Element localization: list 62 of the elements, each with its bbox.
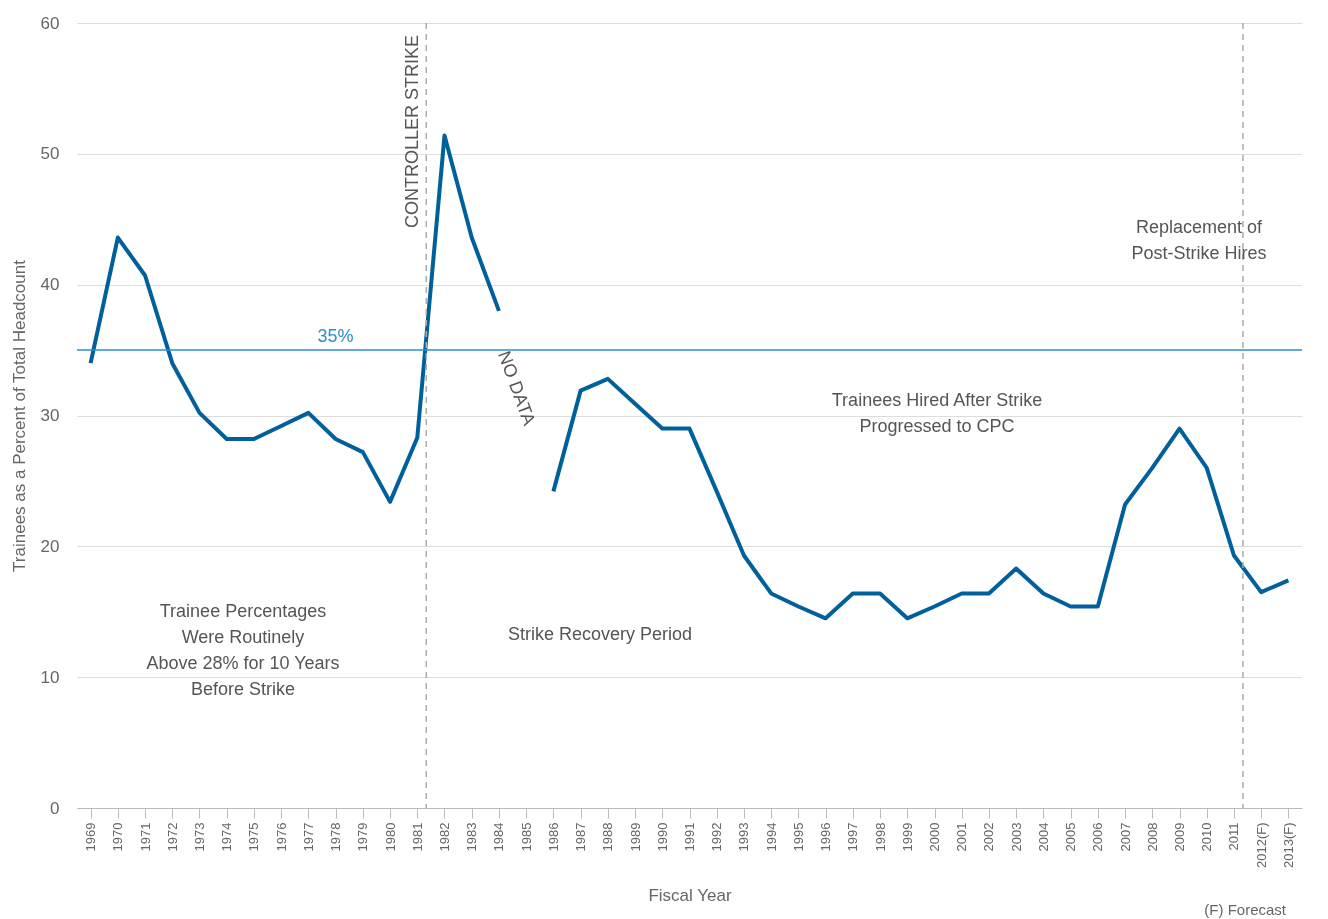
x-tick-label: 1996 — [818, 822, 834, 852]
x-tick-label: 1987 — [573, 822, 589, 852]
x-tick-label: 1990 — [654, 822, 670, 852]
x-tick-label: 1973 — [192, 822, 207, 852]
x-tick-label: 2012(F) — [1253, 822, 1269, 869]
x-tick-label: 2010 — [1199, 822, 1215, 852]
ref-line-label: 35% — [317, 326, 354, 347]
x-tick-label: 2001 — [954, 822, 970, 852]
y-tick-label: 60 — [40, 13, 60, 33]
x-tick-label: 1988 — [600, 822, 616, 852]
x-tick-label: 1969 — [83, 822, 99, 852]
x-tick-label: 1994 — [763, 822, 779, 852]
x-tick-label: 1983 — [464, 822, 480, 852]
y-tick-label: 40 — [40, 275, 60, 295]
x-tick-label: 1992 — [709, 822, 725, 852]
x-tick-label: 2005 — [1063, 822, 1079, 852]
x-tick-label: 1989 — [627, 822, 643, 852]
x-tick-label: 2011 — [1226, 822, 1242, 851]
x-tick-label: 1999 — [899, 822, 915, 852]
x-tick-label: 2013(F) — [1280, 822, 1296, 869]
x-tick-label: 1974 — [219, 822, 235, 852]
y-tick-label: 50 — [40, 144, 60, 164]
x-tick-label: 2007 — [1117, 822, 1133, 852]
y-axis-title: Trainees as a Percent of Total Headcount — [9, 259, 29, 572]
x-tick-label: 1984 — [491, 822, 507, 852]
x-tick-label: 1978 — [328, 822, 344, 852]
x-tick-label: 1971 — [137, 822, 153, 852]
x-tick-label: 1980 — [382, 822, 398, 852]
x-tick-label: 1972 — [164, 822, 180, 852]
x-tick-label: 2004 — [1035, 822, 1051, 852]
annotation: Trainee Percentages Were Routinely Above 28% for 10 Years Before Strike — [146, 601, 340, 699]
annotation: Strike Recovery Period — [507, 624, 693, 644]
y-tick-label: 10 — [40, 667, 60, 687]
y-tick-label: 0 — [50, 798, 60, 818]
x-axis-title: Fiscal Year — [648, 886, 732, 906]
x-tick-label: 2003 — [1008, 822, 1024, 852]
x-tick-label: 2000 — [927, 822, 942, 852]
x-tick-label: 1977 — [300, 822, 316, 852]
x-tick-label: 1975 — [246, 822, 262, 852]
x-tick-label: 1976 — [273, 822, 289, 852]
y-tick-label: 20 — [40, 536, 60, 556]
x-tick-label: 1981 — [409, 822, 425, 852]
x-tick-label: 1998 — [872, 822, 888, 852]
x-tick-label: 1995 — [790, 822, 806, 852]
annotation: Replacement of Post-Strike Hires — [1131, 217, 1267, 263]
text: (F) Forecast — [1204, 901, 1287, 918]
x-tick-label: 1993 — [736, 822, 752, 852]
x-tick-label: 1986 — [545, 822, 561, 852]
x-tick-label: 1970 — [110, 822, 126, 852]
x-tick-label: 2009 — [1172, 822, 1187, 852]
x-tick-label: 1997 — [845, 822, 861, 852]
x-tick-label: 1982 — [437, 822, 452, 852]
x-tick-label: 1985 — [518, 822, 534, 852]
x-tick-label: 1991 — [682, 822, 697, 852]
x-tick-label: 1979 — [355, 822, 371, 852]
annotation: NO DATA — [494, 348, 540, 428]
x-tick-label: 2006 — [1090, 822, 1106, 852]
y-tick-label: 30 — [40, 406, 60, 425]
ref-line-label: CONTROLLER STRIKE — [402, 35, 423, 229]
x-tick-label: 2002 — [981, 822, 997, 852]
annotation: Trainees Hired After Strike Progressed to CPC — [831, 390, 1043, 436]
x-tick-label: 2008 — [1144, 822, 1160, 852]
